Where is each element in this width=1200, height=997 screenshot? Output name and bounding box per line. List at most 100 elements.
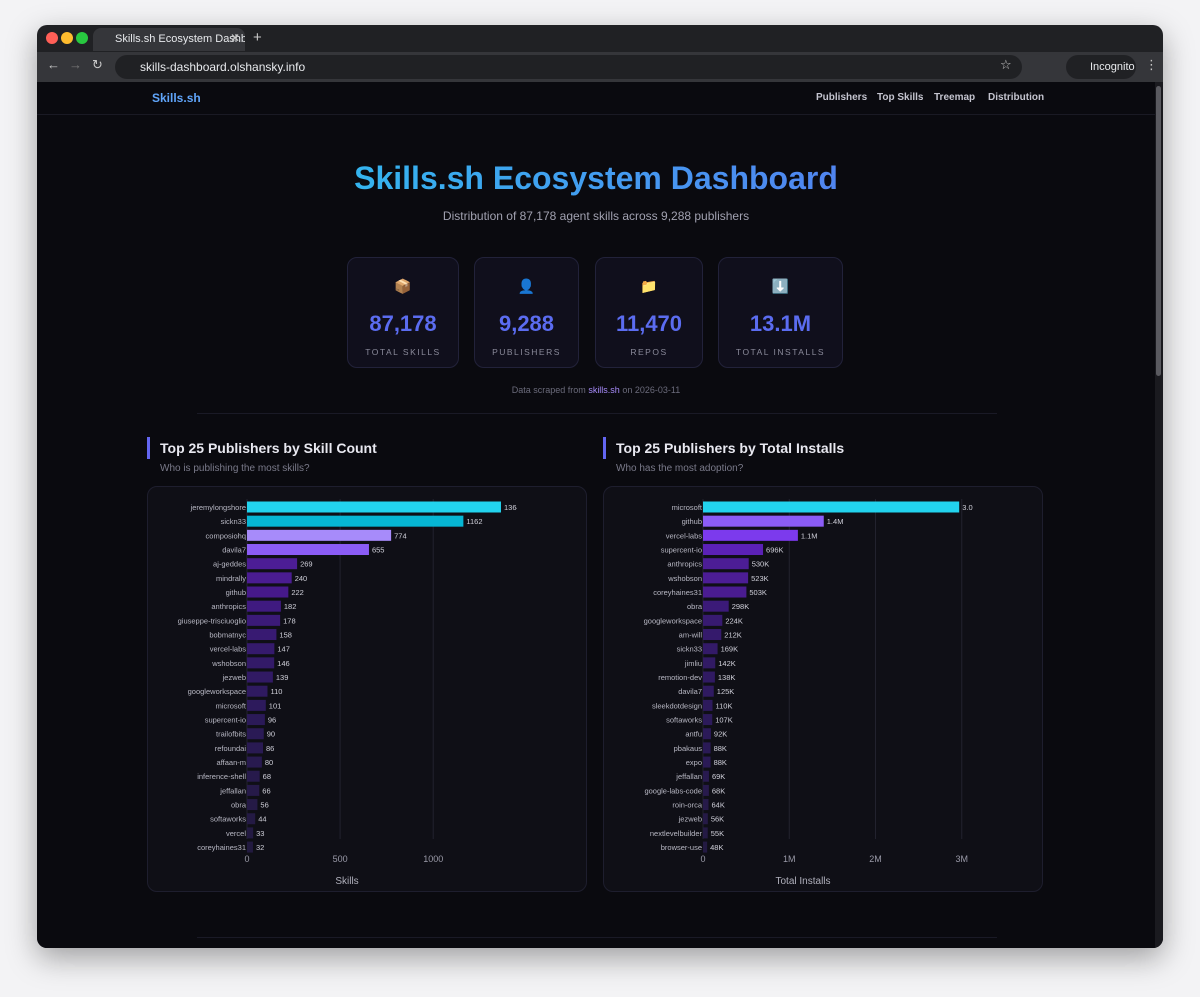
data-label: 503K xyxy=(749,588,767,597)
y-tick-label: affaan-m xyxy=(217,758,246,767)
data-label: 107K xyxy=(715,716,733,725)
data-label: 86 xyxy=(266,744,274,753)
zoom-button[interactable] xyxy=(76,32,88,44)
stat-label: TOTAL SKILLS xyxy=(365,347,441,357)
bar xyxy=(247,501,501,513)
stat-label: REPOS xyxy=(630,347,668,357)
data-label: 240 xyxy=(295,574,308,583)
y-tick-label: jeffallan xyxy=(675,772,702,781)
data-label: 96 xyxy=(268,716,276,725)
bar xyxy=(247,629,277,641)
y-tick-label: anthropics xyxy=(211,602,246,611)
tab[interactable]: Skills.sh Ecosystem Dashboa xyxy=(93,28,245,51)
data-label: 298K xyxy=(732,602,750,611)
y-tick-label: googleworkspace xyxy=(188,687,246,696)
data-label: 147 xyxy=(277,645,290,654)
stat-icon: ⬇️ xyxy=(771,278,790,294)
data-label: 88K xyxy=(714,758,727,767)
bar xyxy=(247,529,392,541)
data-label: 774 xyxy=(394,531,407,540)
bar xyxy=(703,671,715,683)
data-label: 696K xyxy=(766,546,784,555)
address-bar[interactable]: skills-dashboard.olshansky.info xyxy=(115,55,1022,79)
back-button[interactable]: ← xyxy=(47,57,60,72)
x-axis-label: Skills xyxy=(335,876,358,887)
data-label: 55K xyxy=(711,829,724,838)
y-tick-label: aj-geddes xyxy=(213,560,246,569)
bar xyxy=(703,742,711,754)
y-tick-label: google-labs-code xyxy=(644,786,702,795)
section-heading: Top 25 Publishers by Total Installs xyxy=(603,437,844,459)
bar xyxy=(247,770,260,782)
stat-label: PUBLISHERS xyxy=(492,347,561,357)
close-button[interactable] xyxy=(46,32,58,44)
reload-button[interactable]: ↻ xyxy=(92,57,103,72)
y-tick-label: github xyxy=(682,517,702,526)
data-label: 92K xyxy=(714,730,727,739)
data-label: 3.0M xyxy=(962,503,979,512)
new-tab[interactable]: + xyxy=(253,29,262,46)
bar xyxy=(703,657,716,669)
scroll-thumb[interactable] xyxy=(1156,86,1161,376)
y-tick-label: jezweb xyxy=(222,673,246,682)
stat-label: TOTAL INSTALLS xyxy=(735,347,826,357)
data-label: 68 xyxy=(263,772,271,781)
stat-card: 📦 87,178 TOTAL SKILLS xyxy=(347,257,459,368)
minimize-button[interactable] xyxy=(61,32,73,44)
y-tick-label: microsoft xyxy=(672,503,703,512)
y-tick-label: github xyxy=(226,588,246,597)
bar xyxy=(703,799,709,811)
y-tick-label: microsoft xyxy=(216,701,247,710)
x-tick-label: 0 xyxy=(700,854,705,864)
toolbar: ← → ↻ skills-dashboard.olshansky.info ☆ … xyxy=(37,52,1163,82)
y-tick-label: sleekdotdesign xyxy=(652,701,702,710)
data-label: 530K xyxy=(752,560,770,569)
x-axis-label: Total Installs xyxy=(775,876,830,887)
bar xyxy=(703,629,722,641)
bar xyxy=(247,671,273,683)
stat-icon: 👤 xyxy=(517,278,536,294)
bar xyxy=(703,558,749,570)
y-tick-label: refoundai xyxy=(215,744,247,753)
chart-card: 0 500 1000 Skills 1364 1162 774 655 269 240 222 182… xyxy=(147,486,587,892)
stat-value: 87,178 xyxy=(369,311,437,336)
data-label: 222 xyxy=(291,588,304,597)
menu-button[interactable]: ⋮ xyxy=(1145,57,1158,72)
y-tick-label: jezweb xyxy=(678,815,702,824)
nav-link[interactable]: Treemap xyxy=(934,92,976,103)
stat-value: 13.1M xyxy=(749,311,812,336)
brand[interactable]: Skills.sh xyxy=(152,91,201,105)
x-tick-label: 500 xyxy=(333,854,348,864)
data-label: 142K xyxy=(718,659,736,668)
bar xyxy=(703,756,711,768)
stat-card: ⬇️ 13.1M TOTAL INSTALLS xyxy=(718,257,843,368)
y-tick-label: jimliu xyxy=(684,659,702,668)
x-tick-label: 1000 xyxy=(423,854,443,864)
profile-button[interactable]: Incognito xyxy=(1066,55,1136,79)
x-tick-label: 3M xyxy=(956,854,969,864)
y-tick-label: obra xyxy=(687,602,703,611)
tab-close[interactable]: ✕ xyxy=(230,31,241,45)
forward-button[interactable]: → xyxy=(69,57,82,72)
bar xyxy=(703,685,714,697)
y-tick-label: supercent-io xyxy=(205,716,246,725)
nav-link[interactable]: Distribution xyxy=(988,92,1045,103)
y-tick-label: wshobson xyxy=(667,574,702,583)
page-content: Skills.sh Publishers Top Skills Treemap … xyxy=(37,82,1163,948)
nav-link[interactable]: Top Skills xyxy=(877,92,924,103)
y-tick-label: vercel xyxy=(226,829,246,838)
bar xyxy=(247,586,289,598)
data-label: 44 xyxy=(258,815,266,824)
bar xyxy=(703,714,713,726)
source-link[interactable]: skills.sh xyxy=(588,385,620,395)
y-tick-label: coreyhaines31 xyxy=(653,588,702,597)
bookmark-star[interactable]: ☆ xyxy=(1000,57,1012,72)
data-label: 69K xyxy=(712,772,725,781)
bar xyxy=(703,544,764,556)
data-label: 1.4M xyxy=(827,517,844,526)
data-note: Data scraped from skills.sh on 2026-03-1… xyxy=(37,385,1155,395)
nav-link[interactable]: Publishers xyxy=(816,92,868,103)
bar xyxy=(247,827,254,839)
y-tick-label: inference-shell xyxy=(197,772,246,781)
